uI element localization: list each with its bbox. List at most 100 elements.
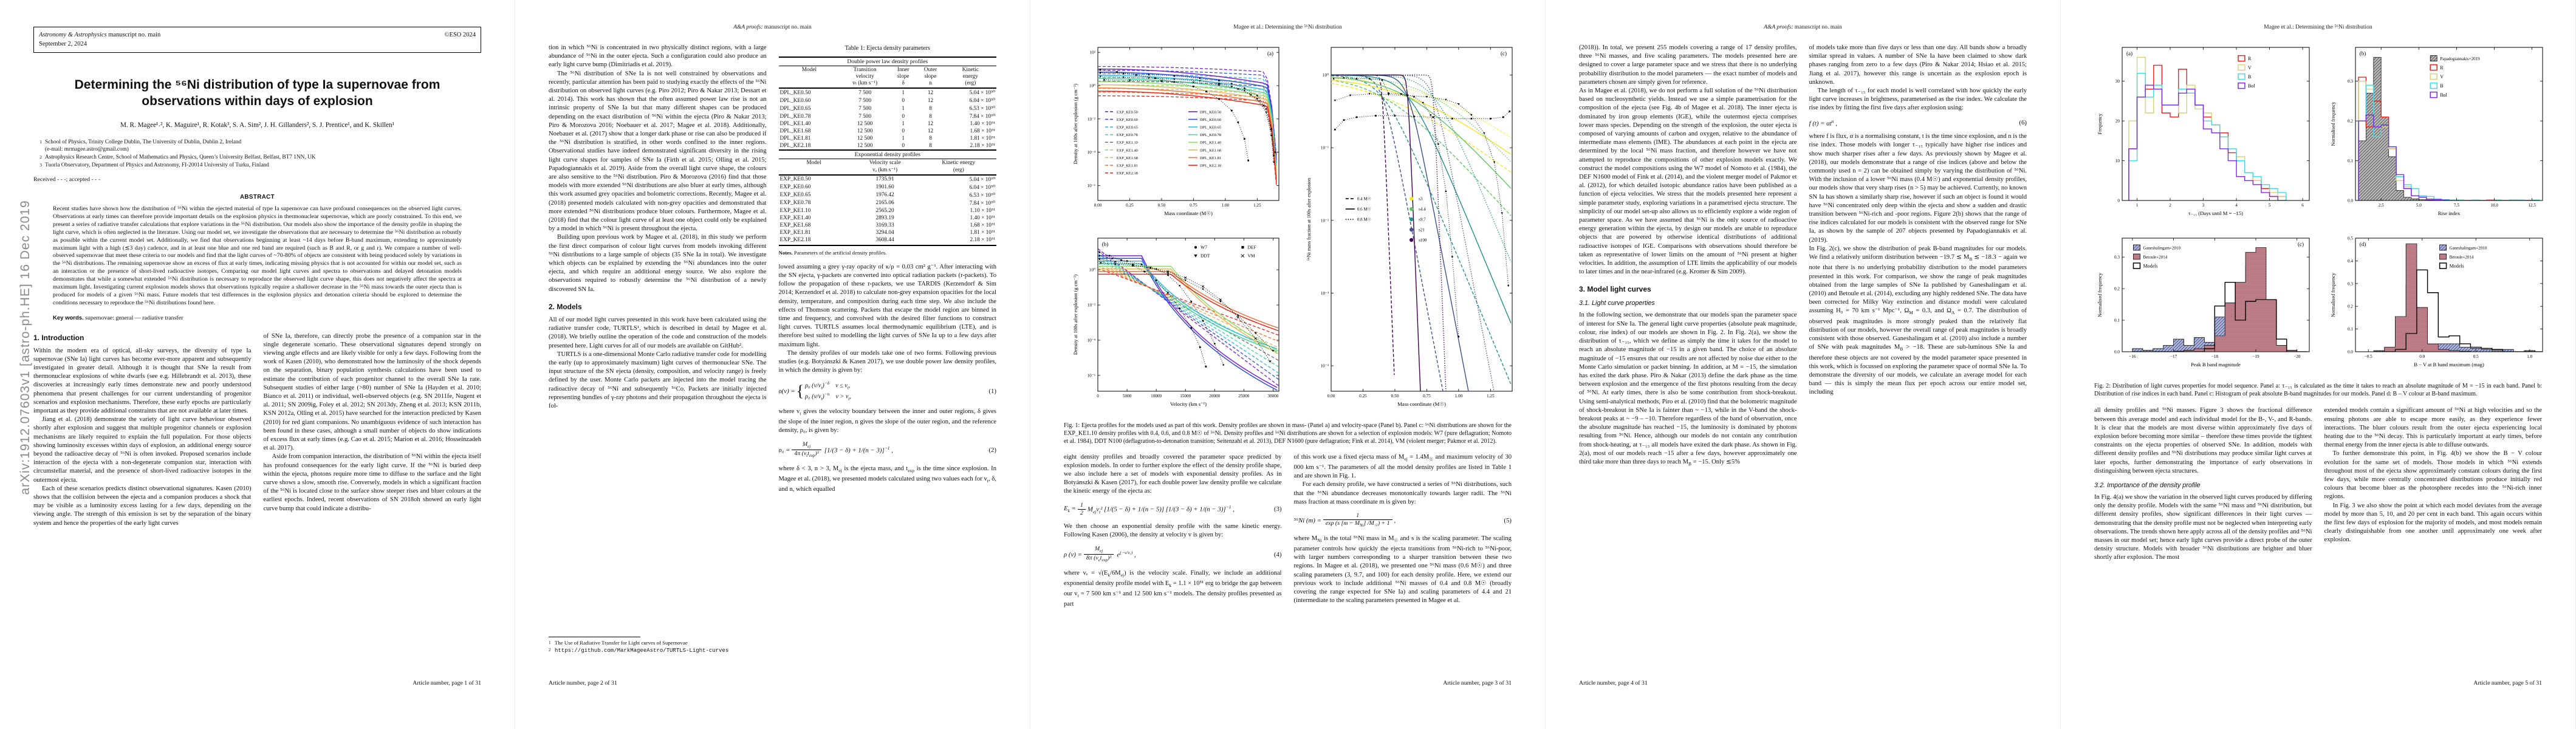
svg-text:Models: Models bbox=[2143, 263, 2157, 269]
svg-text:10⁰: 10⁰ bbox=[1323, 73, 1329, 78]
svg-text:0.75: 0.75 bbox=[1423, 394, 1431, 399]
svg-text:0.5: 0.5 bbox=[2348, 236, 2353, 241]
table-col-header: Inner slope δ bbox=[897, 67, 909, 87]
paragraph: lowed assuming a grey γ-ray opacity of κ… bbox=[778, 263, 997, 348]
svg-text:0.1: 0.1 bbox=[2348, 327, 2353, 332]
svg-text:(b): (b) bbox=[2360, 50, 2366, 56]
equation-4: ρ (v) = Mej 8π (vetexp)³ e(−v/vₑ) , (4) bbox=[1064, 545, 1282, 563]
svg-text:0.4 M☉: 0.4 M☉ bbox=[1357, 197, 1371, 202]
svg-text:EXP_KE0.65: EXP_KE0.65 bbox=[1117, 126, 1138, 130]
paragraph: extended models contain a significant am… bbox=[2324, 407, 2543, 449]
page-3: Magee et al.: Determining the ⁵⁶Ni distr… bbox=[1030, 0, 1546, 729]
svg-text:DPL_KE1.40: DPL_KE1.40 bbox=[1200, 141, 1221, 145]
svg-text:20000: 20000 bbox=[1209, 394, 1220, 399]
table-row: EXP_KE1.10 2565.20 1.10 × 10⁵¹ bbox=[779, 207, 996, 214]
section-1-heading: 1. Introduction bbox=[33, 333, 84, 342]
svg-text:s21: s21 bbox=[1419, 228, 1425, 233]
table-row: EXP_KE1.81 3294.04 1.81 × 10⁵¹ bbox=[779, 229, 996, 236]
table-col-header: Kinetic energy (erg) bbox=[962, 67, 979, 87]
svg-text:−20: −20 bbox=[2293, 354, 2301, 359]
svg-text:Frequency: Frequency bbox=[2097, 113, 2103, 134]
svg-text:10⁻²: 10⁻² bbox=[1321, 218, 1329, 223]
eso-copyright: ©ESO 2024 bbox=[444, 32, 476, 38]
table-row: EXP_KE0.50 1735.91 5.04 × 10⁵⁰ bbox=[779, 176, 996, 183]
paragraph: all density profiles and ⁵⁶Ni masses. Fi… bbox=[2094, 407, 2312, 474]
svg-text:0.1: 0.1 bbox=[2114, 318, 2120, 323]
svg-text:5000: 5000 bbox=[1123, 394, 1132, 399]
svg-text:0.3: 0.3 bbox=[2348, 79, 2353, 84]
manuscript-date: September 2, 2024 bbox=[39, 41, 87, 48]
figure-2-panel-d: −0.5 0.0 0.5 1.0 0.0 0.1 0.2 0.3 0.4 0.5 B − V at … bbox=[2328, 233, 2549, 376]
equation-6: f (t) = αtn , (6) bbox=[1809, 118, 2027, 128]
svg-text:1.25: 1.25 bbox=[1253, 203, 1261, 208]
running-header: A&A proofs: manuscript no. main bbox=[733, 24, 812, 30]
table-col-header: Outer slope n bbox=[923, 67, 937, 87]
affiliations: 1 School of Physics, Trinity College Dub… bbox=[33, 139, 481, 169]
page1-right-column: of SNe Ia, therefore, can directly probe… bbox=[264, 332, 482, 598]
footnote-2-url[interactable]: https://github.com/MarkMageeAstro/TURTLS… bbox=[555, 647, 729, 654]
table-1-caption: Table 1: Ejecta density parameters bbox=[844, 45, 930, 52]
svg-text:12.5: 12.5 bbox=[2528, 203, 2536, 208]
svg-text:1.00: 1.00 bbox=[1222, 203, 1230, 208]
svg-text:−0.5: −0.5 bbox=[2365, 354, 2372, 359]
svg-text:Bol: Bol bbox=[2248, 83, 2255, 89]
figure-2-panel-b: 2.5 5.0 7.5 10.0 12.5 0.0 0.1 0.2 0.3 Rise index N… bbox=[2328, 43, 2549, 225]
svg-text:10⁻²: 10⁻² bbox=[1088, 303, 1095, 308]
keywords-line: Key words. supernovae: general — radiati… bbox=[53, 314, 183, 321]
svg-text:1.0: 1.0 bbox=[2527, 354, 2532, 359]
intro-continuation: tion in which ⁵⁶Ni is concentrated in tw… bbox=[549, 44, 767, 294]
paragraph: where vₑ = √(Ek/6Mej) is the velocity sc… bbox=[1064, 569, 1282, 608]
svg-text:−18: −18 bbox=[2211, 354, 2219, 359]
svg-text:EXP_KE1.10: EXP_KE1.10 bbox=[1117, 141, 1138, 145]
svg-text:10: 10 bbox=[2115, 159, 2120, 163]
svg-text:6: 6 bbox=[2301, 203, 2304, 208]
svg-text:Mass coordinate (M☉): Mass coordinate (M☉) bbox=[1397, 401, 1446, 407]
svg-text:−19: −19 bbox=[2252, 354, 2259, 359]
svg-text:0.5: 0.5 bbox=[2473, 354, 2479, 359]
page-1: arXiv:1912.07603v1 [astro-ph.HE] 16 Dec … bbox=[0, 0, 515, 729]
table-row: EXP_KE0.65 1976.42 6.53 × 10⁵⁰ bbox=[779, 192, 996, 199]
svg-text:DPL_KE1.81: DPL_KE1.81 bbox=[1200, 156, 1221, 160]
footnotes: 1 The Use of Radiative Transfer for Light… bbox=[549, 636, 767, 654]
svg-text:10⁻⁴: 10⁻⁴ bbox=[1088, 150, 1096, 155]
paragraph: (2018)). In total, we present 255 models… bbox=[1579, 44, 1797, 86]
table-col-header: Kinetic energy (erg) bbox=[942, 160, 976, 173]
svg-text:0.6 M☉: 0.6 M☉ bbox=[1357, 207, 1371, 212]
table-span-dpl: Double power law density profiles bbox=[778, 56, 996, 66]
paragraph: TURTLS is a one-dimensional Monte Carlo … bbox=[549, 351, 767, 409]
svg-text:10⁻⁴: 10⁻⁴ bbox=[1088, 338, 1096, 343]
svg-text:(a): (a) bbox=[2126, 50, 2132, 56]
paragraph: All of our model light curves presented … bbox=[549, 316, 767, 349]
paragraph: Building upon previous work by Magee et … bbox=[549, 234, 767, 293]
svg-text:30: 30 bbox=[2115, 79, 2120, 84]
svg-text:10⁻⁶: 10⁻⁶ bbox=[1088, 373, 1096, 378]
page-footer: Article number, page 5 of 31 bbox=[2473, 680, 2542, 686]
author-list: M. R. Magee¹˒², K. Maguire¹, R. Kotak³, … bbox=[120, 121, 394, 129]
svg-text:Density at 100s after explosio: Density at 100s after explosion (g cm⁻³) bbox=[1073, 84, 1078, 165]
abstract-text: Recent studies have shown how the distri… bbox=[53, 205, 462, 306]
paper-title: Determining the ⁵⁶Ni distribution of typ… bbox=[74, 78, 440, 108]
page4-left-column: (2018)). In total, we present 255 models… bbox=[1579, 44, 1797, 654]
figure-1-panel-c: 0.00 0.25 0.50 0.75 1.00 1.25 10⁰ 10⁻¹ 10⁻² 10⁻³ 1… bbox=[1297, 43, 1518, 416]
svg-text:Betoule+2014: Betoule+2014 bbox=[2143, 255, 2167, 259]
svg-text:Normalised frequency: Normalised frequency bbox=[2331, 101, 2336, 146]
svg-text:0.2: 0.2 bbox=[2348, 304, 2353, 309]
svg-text:0.25: 0.25 bbox=[1126, 203, 1134, 208]
table-row: DPL_KE0.60 7 500 0 12 6.04 × 10⁵⁰ bbox=[779, 97, 996, 104]
svg-text:10000: 10000 bbox=[1151, 394, 1162, 399]
paragraph: where MNi is the total ⁵⁶Ni mass in M☉ a… bbox=[1293, 535, 1512, 604]
svg-text:B: B bbox=[2440, 83, 2443, 89]
figure-1-panel-a: 0.00 0.25 0.50 0.75 1.00 1.25 10² 10⁰ 10⁻² 10⁻⁴ 10… bbox=[1064, 43, 1285, 225]
svg-text:−17: −17 bbox=[2170, 354, 2177, 359]
equation-5: ⁵⁶Ni (m) = 1 exp (s [m − MNi] /M☉) + 1 , … bbox=[1293, 512, 1512, 529]
intro-paragraphs: Within the modern era of optical, all-sk… bbox=[33, 347, 252, 528]
svg-text:(d): (d) bbox=[2360, 241, 2366, 247]
svg-text:0.0: 0.0 bbox=[2348, 350, 2353, 355]
footnote-1: The Use of Radiative Transfer for Light … bbox=[555, 639, 688, 646]
svg-text:10⁻⁴: 10⁻⁴ bbox=[1321, 364, 1329, 369]
svg-text:DPL_KE1.68: DPL_KE1.68 bbox=[1200, 148, 1221, 152]
paragraph: To further demonstrate this point, in Fi… bbox=[2324, 450, 2543, 501]
paragraph: Each of these scenarios predicts distinc… bbox=[33, 485, 252, 527]
svg-text:R: R bbox=[2248, 56, 2252, 61]
